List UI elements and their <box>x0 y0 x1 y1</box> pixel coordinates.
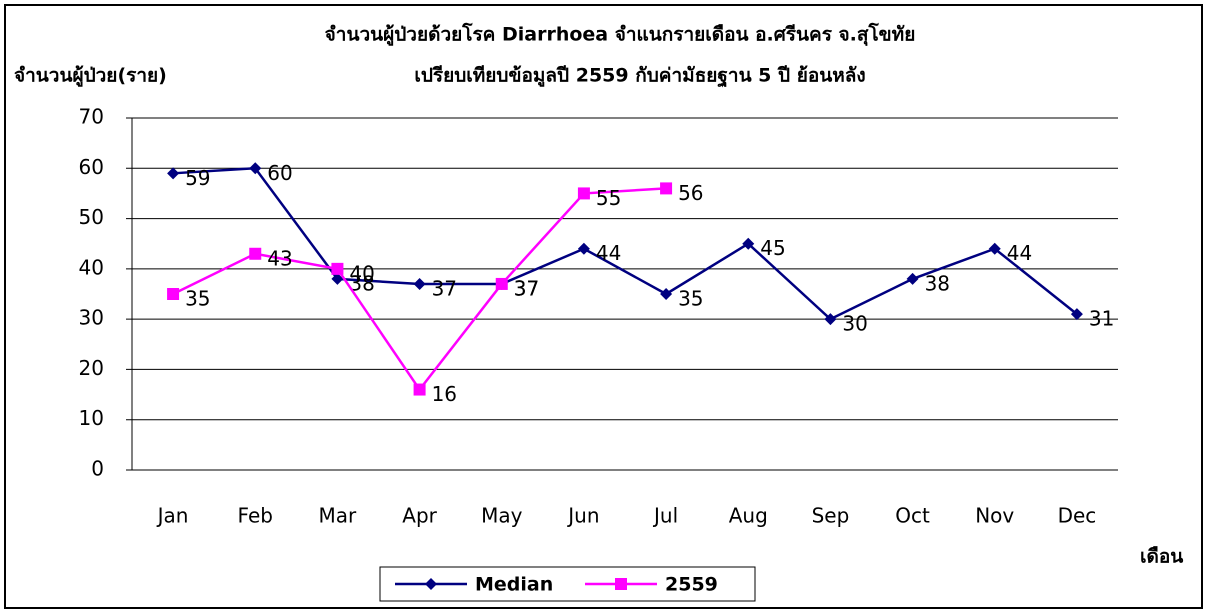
data-label: 45 <box>760 236 785 260</box>
data-point <box>577 242 590 255</box>
data-point <box>331 262 344 275</box>
x-tick-label: Sep <box>812 504 850 528</box>
data-point <box>249 247 262 260</box>
legend-marker <box>615 578 627 590</box>
data-label: 40 <box>349 261 374 285</box>
x-tick-label: Mar <box>319 504 358 528</box>
data-point <box>660 182 673 195</box>
data-point <box>660 288 673 300</box>
data-label: 35 <box>185 287 210 311</box>
y-axis-label: จำนวนผู้ป่วย(ราย) <box>14 65 167 88</box>
x-tick-label: Jan <box>156 504 189 528</box>
y-tick-label: 70 <box>79 105 104 129</box>
data-label: 37 <box>432 276 457 300</box>
x-tick-label: Nov <box>975 504 1014 528</box>
data-point <box>577 187 590 200</box>
data-label: 44 <box>1007 241 1032 265</box>
data-point <box>249 162 262 175</box>
data-label: 38 <box>925 271 950 295</box>
x-tick-label: Apr <box>402 504 437 528</box>
data-label: 37 <box>514 276 539 300</box>
data-point <box>331 272 344 285</box>
data-label: 60 <box>267 161 292 185</box>
series-line <box>173 166 1078 321</box>
data-label: 44 <box>596 241 621 265</box>
y-tick-label: 50 <box>79 205 104 229</box>
data-point <box>988 242 1001 255</box>
data-point <box>824 313 837 326</box>
x-tick-label: May <box>481 504 523 528</box>
data-point <box>167 167 180 180</box>
y-tick-label: 20 <box>79 356 104 380</box>
data-label: 16 <box>432 382 457 406</box>
x-tick-label: Dec <box>1058 504 1097 528</box>
data-label: 43 <box>267 246 292 270</box>
data-label: 35 <box>678 287 703 311</box>
y-tick-label: 30 <box>79 306 104 330</box>
chart-border <box>4 4 1203 609</box>
data-point <box>495 277 508 290</box>
legend-label: 2559 <box>665 574 718 596</box>
y-tick-label: 10 <box>79 406 104 430</box>
x-tick-label: Oct <box>895 504 930 528</box>
data-label: 59 <box>185 166 210 190</box>
data-point <box>167 288 180 300</box>
x-tick-label: Jul <box>652 504 678 528</box>
legend-label: Median <box>475 574 553 596</box>
data-point <box>1070 308 1083 321</box>
y-tick-label: 0 <box>91 457 104 481</box>
y-tick-label: 40 <box>79 255 104 279</box>
data-point <box>906 272 919 285</box>
x-tick-label: Feb <box>238 504 273 528</box>
data-label: 55 <box>596 186 621 210</box>
chart-subtitle: เปรียบเทียบข้อมูลปี 2559 กับค่ามัธยฐาน 5… <box>414 65 865 89</box>
data-label: 56 <box>678 181 703 205</box>
data-point <box>413 277 426 290</box>
data-label: 31 <box>1089 307 1114 331</box>
data-point <box>413 383 426 396</box>
chart-title: จำนวนผู้ป่วยด้วยโรค Diarrhoea จำแนกรายเด… <box>325 23 916 47</box>
data-point <box>742 237 755 250</box>
x-tick-label: Jun <box>566 504 599 528</box>
x-tick-label: Aug <box>729 504 768 528</box>
x-axis-label: เดือน <box>1140 546 1183 568</box>
data-label: 37 <box>514 276 539 300</box>
y-tick-label: 60 <box>79 155 104 179</box>
legend-marker <box>425 578 437 590</box>
data-label: 30 <box>842 312 867 336</box>
